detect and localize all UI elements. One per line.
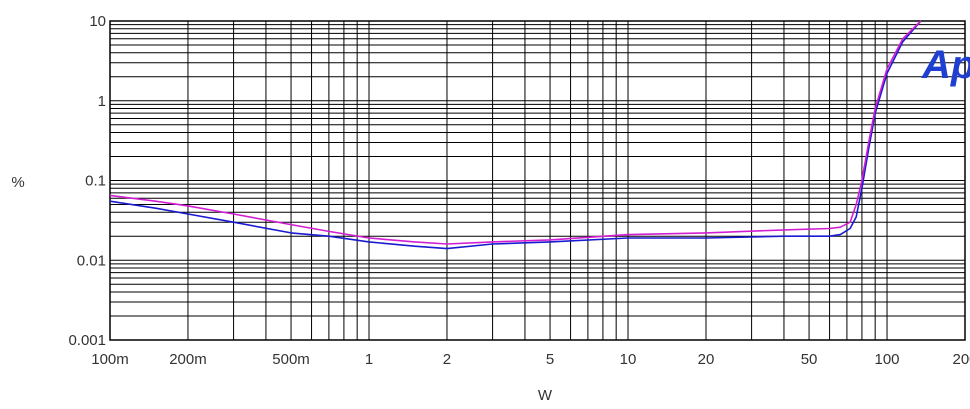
y-axis-label: %	[11, 174, 24, 191]
series-line-2	[109, 20, 922, 245]
x-tick-label: 100	[875, 351, 900, 368]
y-tick-label: 0.001	[68, 332, 106, 349]
plot-frame	[109, 20, 966, 341]
x-tick-label: 1	[365, 351, 373, 368]
x-tick-label: 100m	[91, 351, 129, 368]
y-tick-label: 0.1	[85, 173, 106, 190]
x-tick-label: 200	[952, 351, 970, 368]
x-tick-label: 20	[698, 351, 715, 368]
brand-logo: Ap	[921, 43, 970, 87]
x-tick-label: 500m	[272, 351, 310, 368]
x-tick-label: 2	[443, 351, 451, 368]
x-tick-label: 200m	[169, 351, 207, 368]
x-axis-label: W	[538, 387, 553, 404]
series-line-1	[109, 20, 922, 250]
y-tick-label: 0.01	[77, 252, 106, 269]
x-tick-label: 5	[546, 351, 554, 368]
plot-grid	[109, 20, 966, 341]
y-tick-label: 10	[89, 13, 106, 30]
tick-labels: 100m 200m 500m 1 2 5 10 20 50 100 200 0.001 0.01 0.1 1…	[68, 13, 970, 368]
x-tick-label: 50	[801, 351, 818, 368]
y-tick-label: 1	[98, 93, 106, 110]
x-tick-label: 10	[620, 351, 637, 368]
plot-series	[109, 20, 922, 250]
